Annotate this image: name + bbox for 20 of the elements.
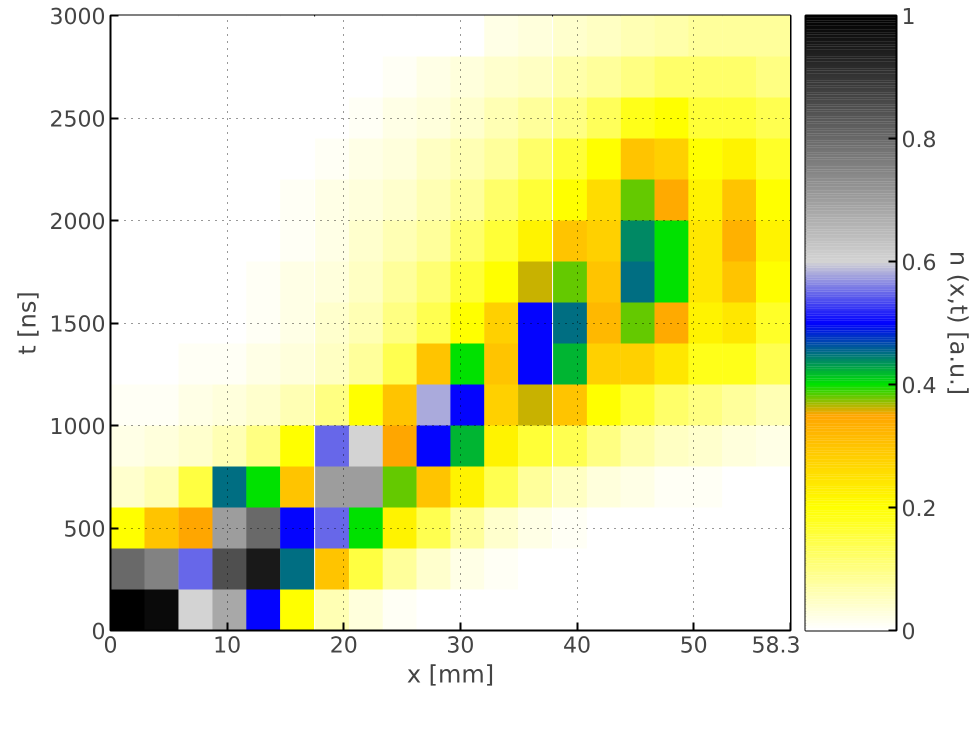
x-tick-label: 10 bbox=[213, 634, 242, 658]
color-bar-label: 0.6 bbox=[902, 251, 936, 276]
x-tick-label: 50 bbox=[680, 634, 708, 658]
x-axis-title: x [mm] bbox=[406, 660, 494, 688]
x-tick-label: 58.3 bbox=[752, 634, 800, 658]
color-bar-title: n (x,t) [a.u.] bbox=[944, 250, 972, 396]
color-bar-label: 1 bbox=[902, 5, 916, 30]
y-tick-label: 1000 bbox=[50, 415, 106, 440]
y-tick-label: 3000 bbox=[50, 5, 106, 30]
y-tick-label: 1500 bbox=[50, 312, 106, 338]
x-tick-label: 30 bbox=[446, 634, 474, 658]
color-bar-label: 0.4 bbox=[902, 374, 936, 399]
x-tick-label: 20 bbox=[330, 634, 358, 658]
color-bar-label: 0.8 bbox=[902, 128, 936, 153]
x-tick-label: 40 bbox=[563, 634, 592, 658]
y-tick-label: 2500 bbox=[50, 108, 106, 132]
y-tick-label: 2000 bbox=[50, 210, 106, 235]
y-tick-label: 500 bbox=[64, 518, 106, 542]
y-axis-title: t [ns] bbox=[14, 291, 42, 355]
color-bar-label: 0.2 bbox=[902, 497, 936, 522]
